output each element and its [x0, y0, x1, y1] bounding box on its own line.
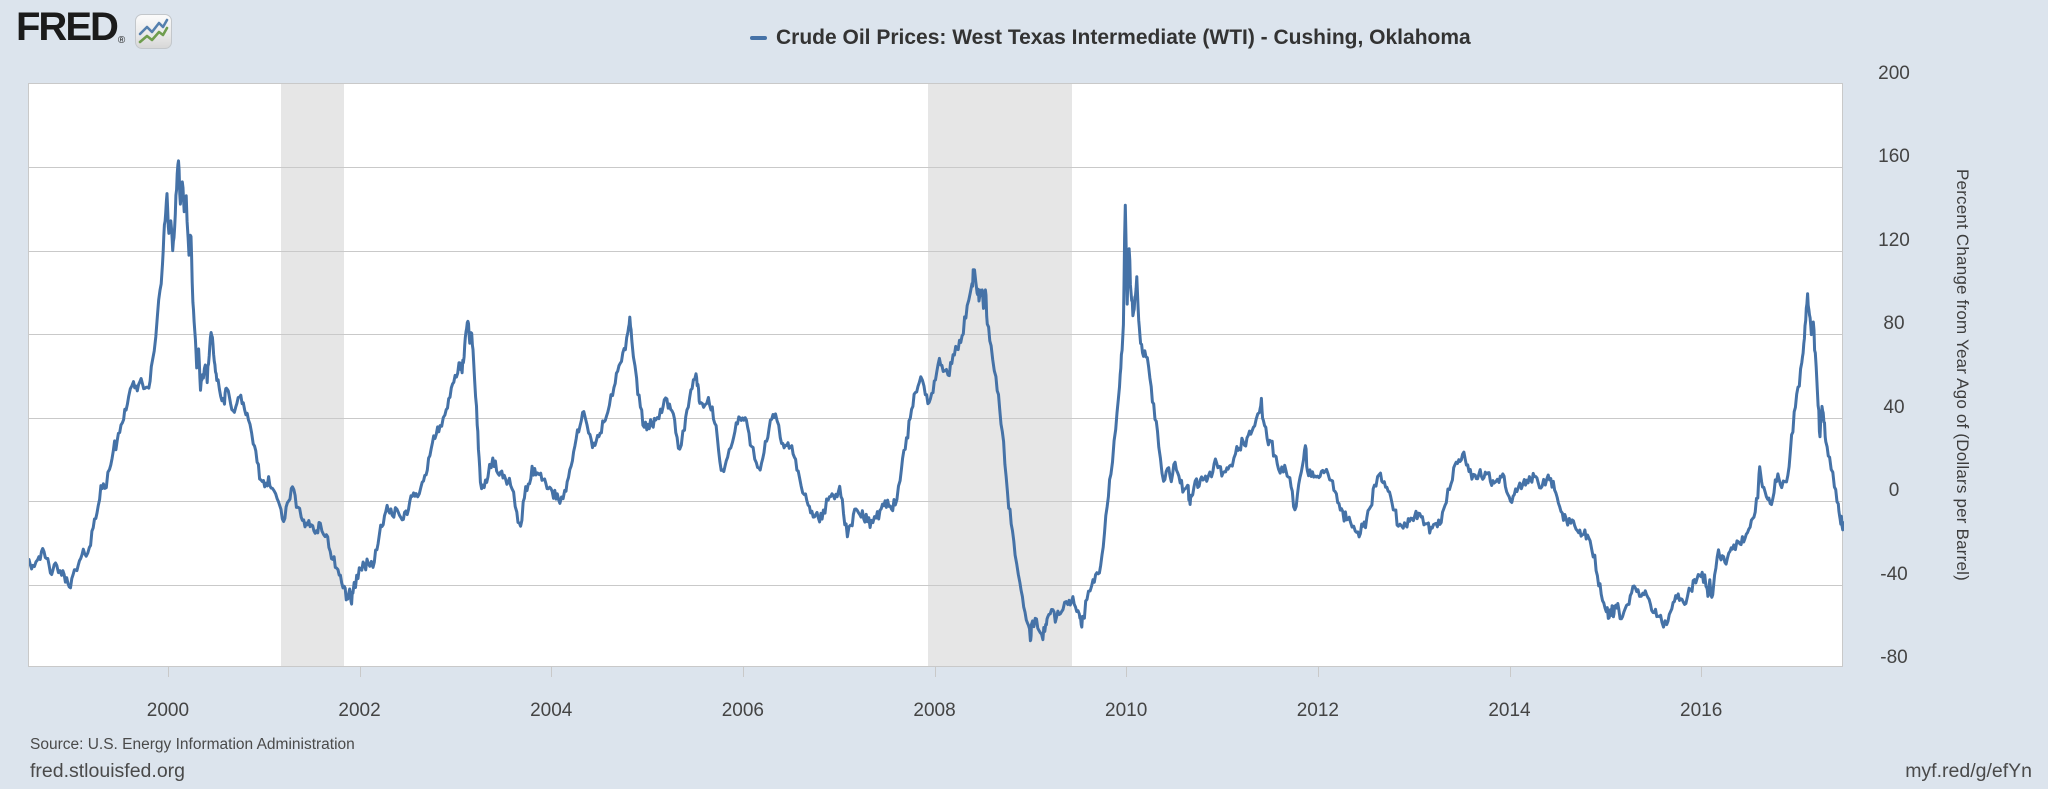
gridline: [29, 501, 1842, 503]
gridline: [29, 167, 1842, 169]
y-axis-title: Percent Change from Year Ago of (Dollars…: [1953, 169, 1972, 581]
y-axis-label: 200: [1878, 63, 1910, 84]
y-axis-label: 120: [1878, 229, 1910, 251]
y-axis-label: 160: [1878, 146, 1910, 168]
series-title: Crude Oil Prices: West Texas Intermediat…: [776, 25, 1471, 49]
x-axis-tick: [1317, 667, 1319, 677]
graph-short-url-link[interactable]: myf.red/g/efYn: [1905, 760, 2032, 782]
source-link[interactable]: Source: U.S. Energy Information Administ…: [30, 736, 355, 753]
x-axis-label: 2006: [721, 700, 765, 721]
y-axis-label: -80: [1880, 647, 1908, 668]
x-axis-label: 2012: [1296, 700, 1339, 721]
x-axis-label: 2000: [146, 700, 190, 721]
series-line-svg: [29, 159, 1844, 643]
x-axis-tick: [1509, 667, 1511, 677]
series-line-marker-icon: [750, 35, 767, 40]
fred-logo[interactable]: FRED ®: [16, 5, 173, 49]
x-axis-label: 2014: [1488, 700, 1531, 721]
fred-site-link[interactable]: fred.stlouisfed.org: [30, 760, 186, 782]
x-axis-label: 2008: [913, 700, 956, 721]
x-axis-tick: [1701, 667, 1703, 677]
fred-logo-text: FRED: [16, 5, 119, 49]
legend-item-crude-oil[interactable]: Crude Oil Prices: West Texas Intermediat…: [750, 24, 1471, 51]
recession-band: [281, 84, 345, 666]
x-axis-tick: [1126, 667, 1128, 677]
registered-trademark-mark: ®: [117, 35, 126, 46]
x-axis-tick: [551, 667, 553, 677]
gridline: [29, 584, 1842, 586]
gridline: [29, 334, 1842, 336]
x-axis-tick: [742, 667, 744, 677]
gridline: [29, 417, 1842, 419]
y-axis-label: 0: [1888, 480, 1900, 502]
recession-band: [927, 84, 1072, 666]
x-axis-tick: [167, 667, 169, 677]
gridline: [29, 250, 1842, 252]
y-axis-label: -40: [1880, 563, 1908, 585]
x-axis-label: 2016: [1680, 700, 1723, 721]
series-line: [29, 159, 1844, 643]
fred-logo-chart-icon: [135, 14, 173, 49]
x-axis-tick: [934, 667, 936, 677]
x-axis-label: 2002: [338, 700, 381, 721]
x-axis-label: 2010: [1105, 700, 1148, 721]
x-axis-label: 2004: [530, 700, 573, 721]
x-axis-tick: [359, 667, 361, 677]
y-axis-label: 40: [1883, 396, 1905, 418]
plot-area[interactable]: [28, 83, 1844, 667]
y-axis-label: 80: [1883, 313, 1905, 335]
